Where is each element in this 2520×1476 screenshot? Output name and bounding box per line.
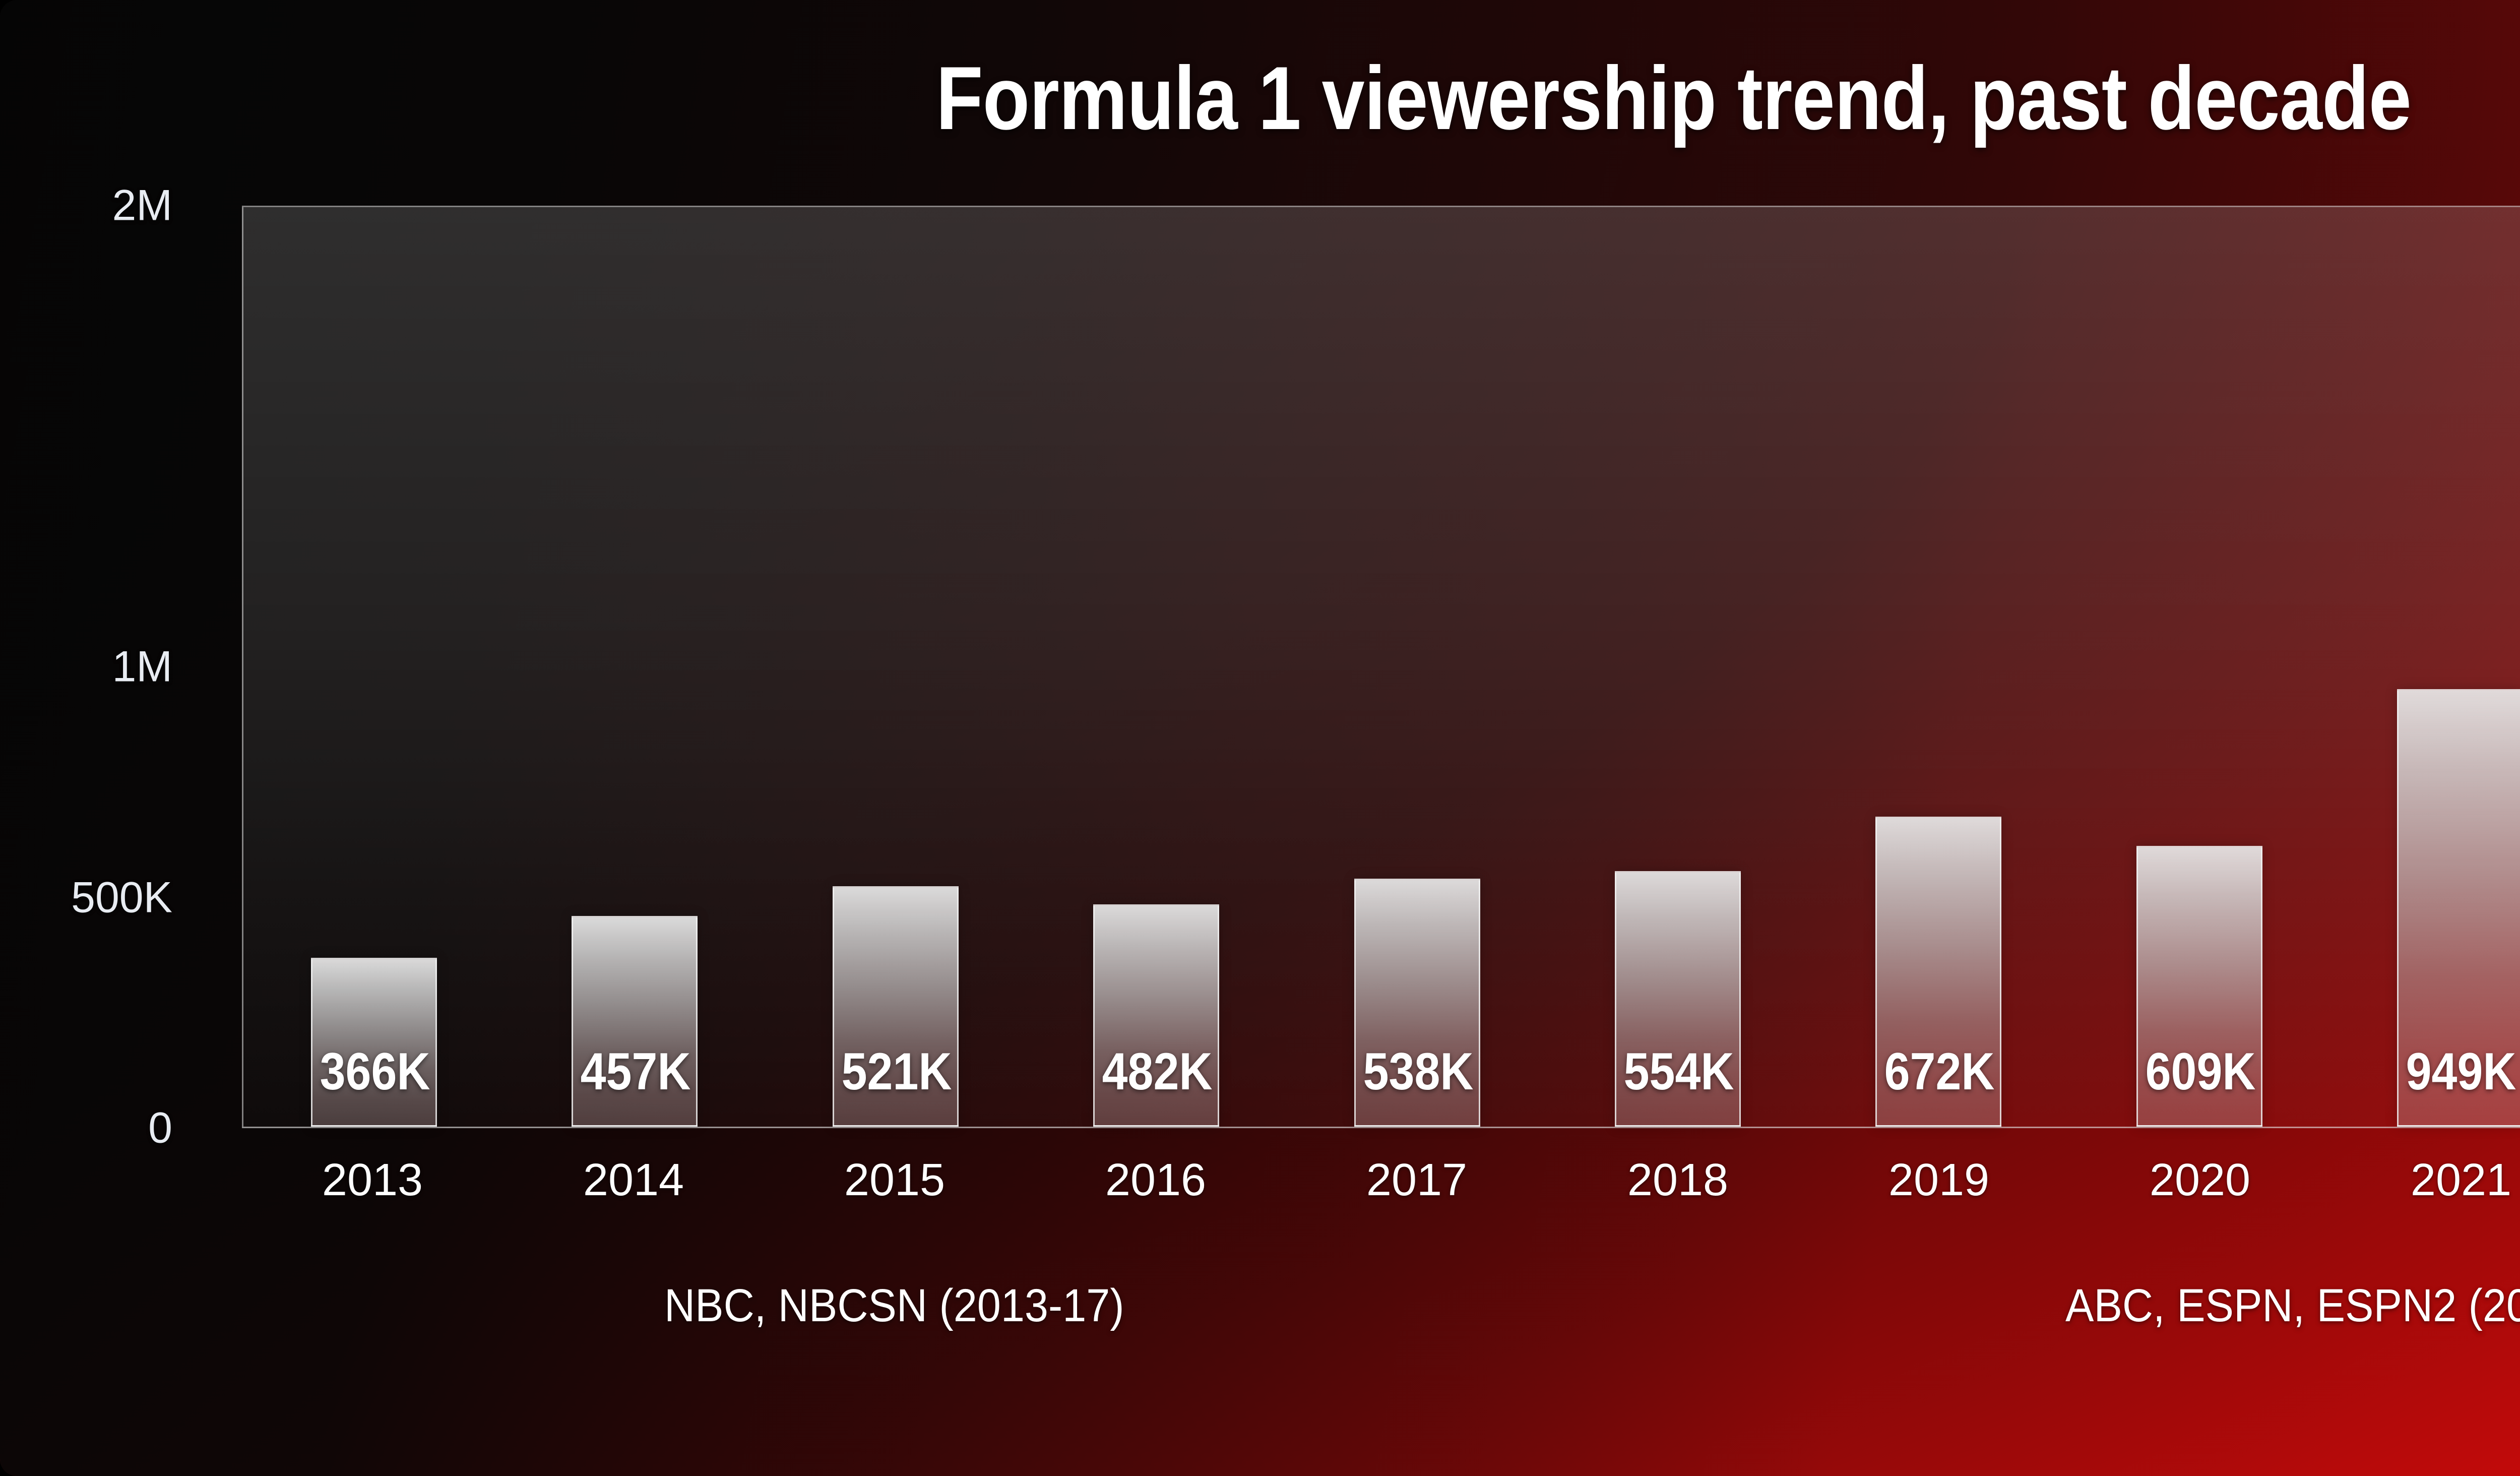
bar-2019[interactable]: 672K	[1875, 817, 2002, 1127]
bar-2015[interactable]: 521K	[832, 886, 959, 1127]
bar-value-label-2013: 366K	[320, 1042, 430, 1101]
bar-2016[interactable]: 482K	[1093, 904, 1220, 1127]
bar-value-label-2014: 457K	[580, 1042, 691, 1101]
bar-series: 366K457K521K482K538K554K672K609K949K1.2M…	[243, 207, 2520, 1127]
x-axis-label-2013: 2013	[322, 1155, 423, 1205]
bar-value-label-2016: 482K	[1102, 1042, 1213, 1101]
chart-title: Formula 1 viewership trend, past decade	[936, 48, 2412, 148]
bar-2018[interactable]: 554K	[1614, 871, 1741, 1127]
bar-value-label-2018: 554K	[1623, 1042, 1734, 1101]
x-axis: 2013201420152016201720182019202020212022…	[242, 1154, 2520, 1240]
x-axis-label-2015: 2015	[844, 1155, 946, 1205]
bar-2021[interactable]: 949K	[2397, 689, 2520, 1127]
bar-slot-2019: 672K	[1808, 207, 2069, 1127]
x-axis-label-2018: 2018	[1627, 1155, 1729, 1205]
bar-value-label-2020: 609K	[2145, 1042, 2256, 1101]
note-left-broadcaster: NBC, NBCSN (2013-17)	[664, 1280, 1124, 1331]
bar-slot-2020: 609K	[2069, 207, 2329, 1127]
note-right-broadcaster: ABC, ESPN, ESPN2 (2018- )	[2065, 1280, 2520, 1331]
x-axis-label-2019: 2019	[1888, 1155, 1990, 1205]
bar-slot-2016: 482K	[1026, 207, 1286, 1127]
bar-slot-2014: 457K	[504, 207, 765, 1127]
x-axis-label-2020: 2020	[2149, 1155, 2251, 1205]
bar-slot-2021: 949K	[2330, 207, 2520, 1127]
y-axis-tick-2: 500K	[71, 873, 172, 921]
bar-slot-2013: 366K	[243, 207, 504, 1127]
bar-2013[interactable]: 366K	[310, 958, 437, 1127]
plot-area: 366K457K521K482K538K554K672K609K949K1.2M…	[242, 206, 2520, 1128]
y-axis-tick-1: 1M	[112, 642, 172, 691]
bar-value-label-2021: 949K	[2406, 1042, 2516, 1101]
y-axis: 2M 1M 500K 0	[0, 181, 202, 1152]
x-axis-label-2021: 2021	[2410, 1155, 2512, 1205]
bar-slot-2017: 538K	[1287, 207, 1547, 1127]
bar-value-label-2019: 672K	[1884, 1042, 1995, 1101]
x-axis-label-2017: 2017	[1366, 1155, 1468, 1205]
x-axis-label-2014: 2014	[583, 1155, 684, 1205]
bar-2020[interactable]: 609K	[2136, 845, 2262, 1127]
bar-value-label-2015: 521K	[841, 1042, 952, 1101]
bar-value-label-2017: 538K	[1363, 1042, 1473, 1101]
bar-2014[interactable]: 457K	[572, 915, 698, 1127]
bar-2017[interactable]: 538K	[1354, 878, 1480, 1127]
bar-slot-2018: 554K	[1547, 207, 1808, 1127]
bar-slot-2015: 521K	[765, 207, 1026, 1127]
x-axis-label-2016: 2016	[1105, 1155, 1207, 1205]
y-axis-tick-3: 0	[148, 1103, 172, 1152]
y-axis-tick-0: 2M	[112, 181, 172, 230]
